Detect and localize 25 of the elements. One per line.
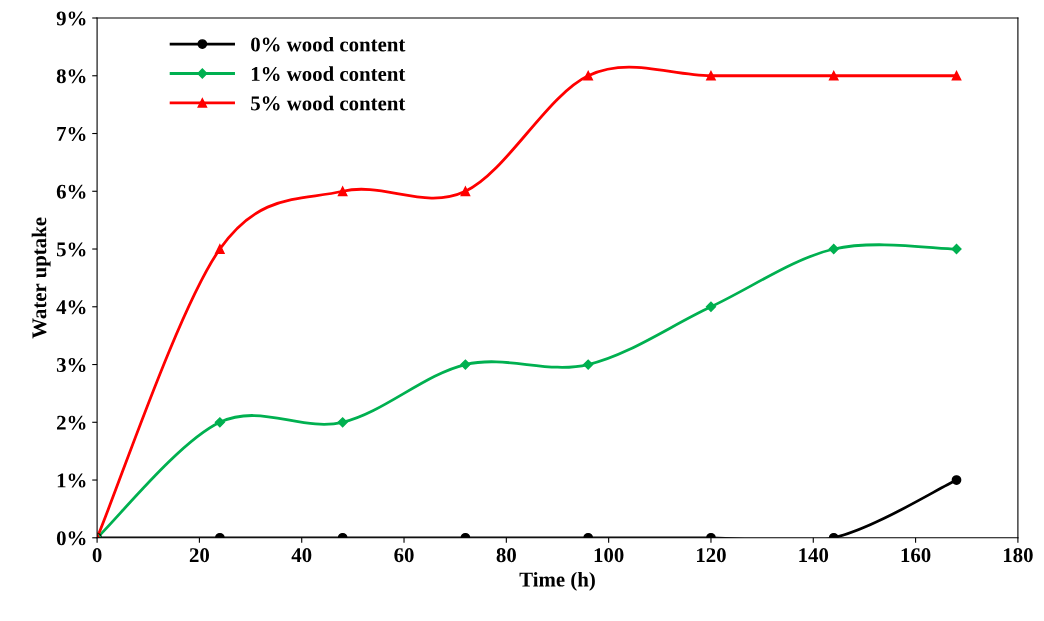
- x-tick-label: 160: [901, 548, 931, 563]
- x-tick-label: 80: [496, 548, 516, 563]
- x-tick-label: 140: [799, 548, 829, 563]
- y-tick-label: 3%: [56, 357, 86, 373]
- x-tick-label: 100: [594, 548, 624, 563]
- x-tick-label: 20: [189, 548, 210, 563]
- x-axis-title: Time (h): [519, 571, 595, 591]
- y-tick-label: 4%: [56, 300, 86, 315]
- y-tick-label: 0%: [56, 531, 86, 546]
- y-tick-label: 5%: [56, 242, 86, 257]
- legend-label: 0% wood content: [251, 36, 406, 52]
- legend-label: 1% wood content: [251, 66, 406, 82]
- x-tick-label: 120: [697, 548, 726, 563]
- x-tick-label: 0: [92, 548, 102, 563]
- y-tick-label: 8%: [56, 69, 86, 84]
- x-tick-label: 180: [1003, 548, 1033, 563]
- y-tick-label: 2%: [57, 415, 86, 430]
- x-tick-label: 40: [291, 548, 312, 563]
- x-tick-label: 60: [394, 548, 414, 563]
- legend-label: 5% wood content: [251, 95, 406, 111]
- y-tick-label: 1%: [57, 473, 86, 488]
- y-tick-label: 9%: [56, 11, 86, 26]
- y-axis-title: Water uptake: [31, 217, 51, 339]
- y-tick-label: 6%: [56, 184, 86, 199]
- y-tick-label: 7%: [57, 126, 86, 142]
